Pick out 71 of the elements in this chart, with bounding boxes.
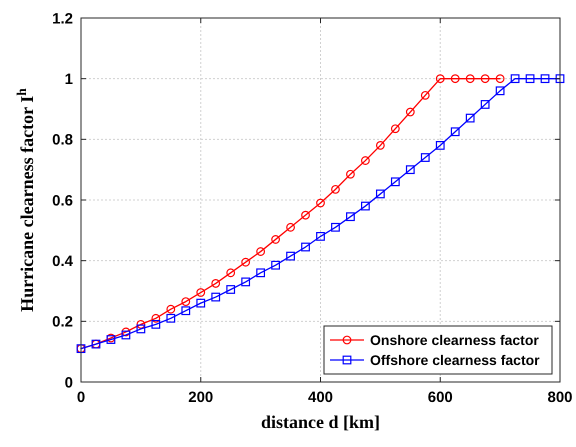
y-tick-label: 0.6 [52, 192, 73, 210]
y-tick-label: 1.2 [52, 10, 73, 28]
y-tick-label: 1 [64, 70, 73, 88]
point [196, 298, 206, 308]
point [480, 100, 490, 109]
y-tick-label: 0.8 [52, 132, 73, 149]
point [211, 279, 220, 288]
point [301, 210, 310, 220]
point [316, 198, 325, 208]
y-tick-label: 0 [64, 374, 73, 392]
point [241, 278, 250, 286]
point [286, 222, 295, 232]
point [466, 114, 475, 122]
point [556, 74, 564, 84]
point [496, 74, 505, 84]
point [466, 74, 475, 84]
y-tick-label: 0.4 [52, 252, 74, 270]
x-tick-label: 0 [76, 389, 86, 406]
point [271, 260, 280, 270]
point [510, 74, 520, 84]
point [540, 74, 550, 84]
point [390, 124, 400, 134]
point [286, 252, 295, 261]
point [181, 306, 190, 316]
point [406, 108, 415, 116]
point [271, 235, 280, 244]
point [450, 127, 460, 136]
x-tick-label: 200 [188, 389, 214, 406]
point [526, 74, 534, 84]
point [376, 141, 385, 150]
y-tick-label: 0.2 [52, 314, 73, 331]
point [420, 90, 430, 100]
legend-label: Onshore clearness factor [370, 332, 540, 348]
point [390, 177, 400, 186]
legend-label: Offshore clearness factor [370, 352, 540, 368]
point [122, 328, 130, 336]
point [122, 330, 130, 340]
point [151, 320, 160, 329]
point [436, 74, 445, 84]
point [376, 190, 385, 198]
point [331, 184, 340, 194]
point [226, 268, 236, 278]
point [301, 242, 310, 252]
point [136, 320, 146, 329]
point [406, 165, 415, 174]
point [256, 247, 266, 256]
point [480, 74, 490, 84]
point [346, 212, 355, 222]
point [211, 292, 220, 302]
x-tick-label: 600 [428, 389, 453, 406]
point [181, 297, 190, 306]
point [256, 268, 266, 278]
point [316, 232, 325, 241]
point [136, 324, 146, 334]
point [450, 74, 460, 84]
point [241, 258, 250, 267]
point [436, 141, 445, 150]
point [196, 288, 206, 297]
point [226, 285, 236, 294]
x-axis-title: distance d [km] [260, 412, 380, 432]
point [331, 222, 340, 232]
point [346, 170, 355, 179]
point [361, 202, 370, 210]
x-tick-label: 400 [308, 389, 334, 406]
point [151, 314, 160, 323]
x-tick-label: 800 [547, 389, 573, 406]
point [361, 156, 370, 165]
point [166, 314, 176, 323]
point [496, 86, 505, 96]
point [420, 153, 430, 162]
point [166, 304, 176, 314]
